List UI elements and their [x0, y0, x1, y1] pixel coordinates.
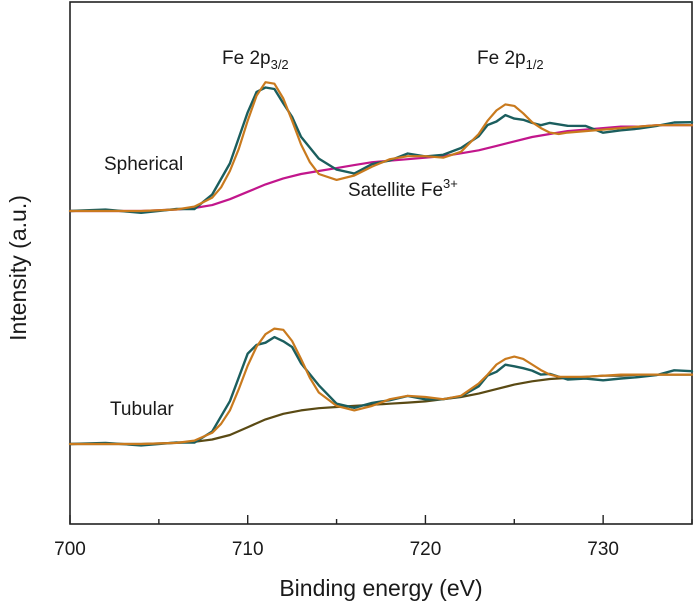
sample-spherical — [68, 81, 694, 214]
x-tick-label: 700 — [54, 539, 86, 560]
series-layer — [68, 81, 694, 447]
annotation-fe-2p3-2: Fe 2p3/2 — [222, 48, 289, 72]
annotation-fe-2p1-2: Fe 2p1/2 — [477, 48, 544, 72]
label-spherical: Spherical — [104, 154, 183, 175]
tubular-fit-envelope-line — [68, 327, 694, 446]
spherical-raw-line — [68, 86, 694, 214]
plot-frame — [69, 1, 693, 525]
annotation-satellite-fe3: Satellite Fe3+ — [348, 176, 458, 201]
tubular-raw-line — [68, 335, 694, 447]
x-ticks — [69, 515, 693, 524]
x-tick-label: 720 — [410, 539, 442, 560]
label-tubular: Tubular — [110, 399, 174, 420]
spherical-fit-envelope-line — [68, 81, 694, 213]
y-axis-label: Intensity (a.u.) — [5, 195, 31, 341]
x-axis-label: Binding energy (eV) — [279, 575, 482, 601]
x-tick-label: 710 — [232, 539, 264, 560]
spherical-background-line — [68, 124, 694, 213]
x-tick-labels: 700 710 720 730 — [54, 539, 619, 560]
sample-tubular — [68, 327, 694, 447]
x-tick-label: 730 — [587, 539, 619, 560]
